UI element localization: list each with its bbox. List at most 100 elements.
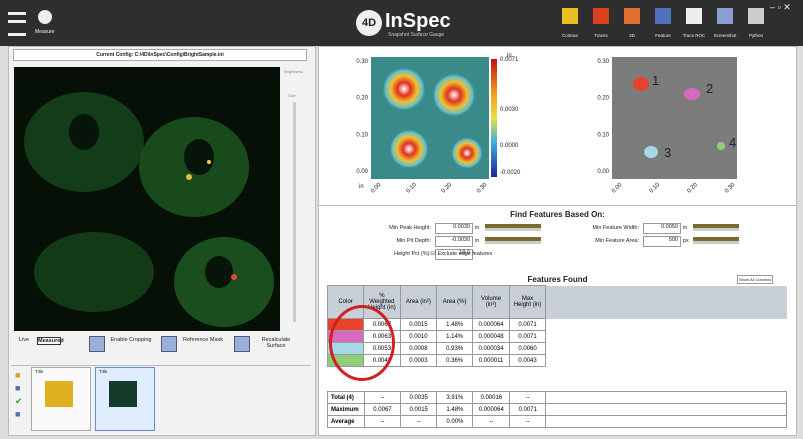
y-tick-label: 0.30: [597, 59, 609, 65]
summary-cell: 0.000064: [472, 403, 511, 416]
mode-button[interactable]: Reference Mask: [182, 337, 224, 343]
tool-label: Feature: [655, 33, 671, 38]
summary-cell: 0.00016: [472, 391, 511, 404]
mode-button[interactable]: Recalculate Surface: [261, 337, 291, 349]
mode-button[interactable]: Enable Cropping: [110, 337, 152, 343]
tool-label: Traces: [594, 33, 608, 38]
window-controls[interactable]: – ▫ ✕: [770, 2, 791, 12]
tool-label: Trace ROC: [682, 33, 706, 38]
field-label: Min Pit Depth:: [396, 238, 431, 244]
brightness-slider[interactable]: [293, 102, 296, 322]
logo: 4D: [356, 10, 382, 36]
config-select[interactable]: Current Config: C:\4D\InSpec\Config\Brig…: [13, 49, 307, 61]
features-table: Color% Weighted Height (in) Area (in²) Are…: [326, 285, 788, 395]
highlight-circle: [329, 305, 395, 381]
cell: 0.000064: [472, 318, 510, 331]
header: Measure 4D InSpec Snapshot Surface Gauge…: [0, 0, 803, 46]
mode-button[interactable]: Measured: [37, 337, 64, 345]
field-label: Min Feature Width:: [592, 225, 639, 231]
x-tick-label: 0.10: [405, 182, 418, 195]
brightness-label: Brightness: [284, 69, 303, 74]
column-header: Area (in²): [399, 285, 438, 319]
feature-row[interactable]: 0.0063 0.0010 1.14% 0.000048 0.0071: [326, 330, 788, 343]
summary-cell: 0.0067: [363, 403, 402, 416]
summary-cell: Average: [327, 415, 365, 428]
x-tick-label: 0.30: [476, 182, 489, 195]
x-tick-label: 0.30: [724, 182, 737, 195]
feature-row[interactable]: 0.0067 0.0015 1.48% 0.000064 0.0071: [326, 318, 788, 331]
column-header: Area (%): [436, 285, 474, 319]
field-input[interactable]: 10.0: [435, 249, 473, 260]
field-slider[interactable]: [485, 224, 541, 231]
y-tick-label: 0.10: [356, 132, 368, 138]
tool-icon[interactable]: [593, 8, 609, 24]
cell: 0.0071: [508, 318, 547, 331]
tool-icon[interactable]: [748, 8, 764, 24]
summary-cell: 0.00%: [436, 415, 474, 428]
cell: 0.0003: [399, 354, 438, 367]
field-input[interactable]: -0.0030: [435, 236, 473, 247]
measure-label: Measure: [35, 29, 55, 35]
mode-button[interactable]: Live: [18, 337, 30, 343]
column-header: Max Height (in): [508, 285, 547, 319]
summary-row: Total (4) -- 0.0035 3.91% 0.00016 --: [327, 391, 787, 404]
summary-cell: --: [400, 415, 438, 428]
tool-icon[interactable]: [717, 8, 733, 24]
y-tick-label: 0.00: [597, 169, 609, 175]
summary-row: Average -- -- 0.00% -- --: [327, 415, 787, 428]
summary-cell: --: [509, 391, 547, 404]
tool-icon[interactable]: [562, 8, 578, 24]
summary-row: Maximum 0.0067 0.0015 1.48% 0.000064 0.0071: [327, 403, 787, 416]
colorbar-tick: 0.0000: [500, 143, 519, 149]
field-input[interactable]: 0.0050: [643, 223, 681, 234]
colorbar-unit: in: [507, 53, 512, 59]
summary-cell: 0.0071: [509, 403, 547, 416]
feature-row[interactable]: 0.0053 0.0008 0.93% 0.000034 0.0060: [326, 342, 788, 355]
app-subtitle: Snapshot Surface Gauge: [388, 32, 445, 38]
button-icon: [161, 336, 177, 352]
cell: 0.000011: [472, 354, 510, 367]
field-unit: px: [683, 238, 689, 244]
exclude-checkbox[interactable]: ☑ Exclude edge features: [431, 251, 493, 257]
find-title: Find Features Based On:: [510, 210, 605, 219]
tool-label: Screenshot: [713, 33, 737, 38]
menu-icon[interactable]: [8, 12, 26, 36]
feature-label: 1: [652, 73, 659, 88]
cell: 1.48%: [436, 318, 474, 331]
tool-icon[interactable]: [624, 8, 640, 24]
field-input[interactable]: 500: [643, 236, 681, 247]
divider: [319, 205, 796, 206]
table-title: Features Found: [527, 275, 588, 284]
camera-image: [14, 67, 280, 331]
summary-cell: --: [363, 415, 402, 428]
tool-icon[interactable]: [655, 8, 671, 24]
right-panel: 0.30 0.20 0.10 0.00 0.00 0.10 0.20 0.30 0.30 0.20…: [318, 46, 797, 436]
header-row: Color% Weighted Height (in) Area (in²) Are…: [326, 285, 787, 319]
summary-cell: --: [509, 415, 547, 428]
tool-label: Python: [748, 33, 763, 38]
filler: [546, 343, 787, 355]
feature-row[interactable]: 0.0048 0.0003 0.36% 0.000011 0.0043: [326, 354, 788, 367]
show-all-button[interactable]: Show All Columns: [737, 275, 774, 284]
cell: 0.0060: [508, 342, 547, 355]
filler: [545, 285, 787, 319]
summary-cell: Total (4): [327, 391, 365, 404]
tool-label: 3D: [629, 33, 635, 38]
thumbnail-image: [109, 381, 137, 407]
side-icons[interactable]: ■ ■ ✔ ■: [15, 370, 23, 419]
field-slider[interactable]: [693, 237, 739, 244]
x-tick-label: 0.20: [686, 182, 699, 195]
field-input[interactable]: 0.0030: [435, 223, 473, 234]
field-slider[interactable]: [693, 224, 739, 231]
summary-cell: 1.48%: [436, 403, 474, 416]
tool-icon[interactable]: [686, 8, 702, 24]
colorbar: [491, 59, 497, 177]
summary-cell: --: [472, 415, 511, 428]
field-slider[interactable]: [485, 237, 541, 244]
y-tick-label: 0.10: [597, 132, 609, 138]
feature-label: 4: [729, 135, 736, 150]
divider: [11, 365, 311, 366]
filler: [545, 415, 787, 428]
measure-icon[interactable]: [38, 10, 52, 24]
field-unit: in: [475, 238, 480, 244]
